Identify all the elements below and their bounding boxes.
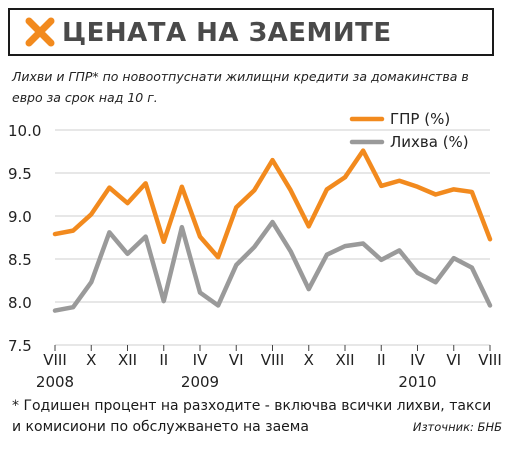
source-note: Източник: БНБ [412,420,502,434]
chart-title: ЦЕНАТА НА ЗАЕМИТЕ [62,18,392,48]
y-tick-label: 8.0 [8,294,32,312]
x-tick-label: XII [118,351,137,369]
y-tick-label: 9.0 [8,208,32,226]
x-tick-label: VIII [478,351,502,369]
year-label: 2008 [36,373,74,391]
y-tick-label: 8.5 [8,251,32,269]
title-box: ЦЕНАТА НА ЗАЕМИТЕ [8,8,494,56]
x-tick-label: II [377,351,386,369]
x-tick-label: IV [193,351,208,369]
y-tick-label: 10.0 [8,122,41,140]
x-tick-label: II [159,351,168,369]
year-label: 2010 [398,373,436,391]
x-tick-label: IV [410,351,425,369]
x-tick-label: VIII [261,351,285,369]
year-label: 2009 [181,373,219,391]
x-tick-label: X [304,351,314,369]
x-tick-label: VI [229,351,244,369]
x-tick-label: VIII [43,351,67,369]
close-x-icon [25,17,55,47]
legend-label: Лихва (%) [390,133,469,151]
y-tick-label: 7.5 [8,337,32,355]
legend-label: ГПР (%) [390,110,450,128]
x-tick-label: X [86,351,96,369]
footnote: * Годишен процент на разходите - включва… [12,398,492,435]
x-tick-label: VI [446,351,461,369]
series-line-gpr [52,148,493,260]
y-tick-label: 9.5 [8,165,32,183]
series-line-rate [52,219,493,313]
chart-subtitle: Лихви и ГПР* по новоотпуснати жилищни кр… [12,69,469,105]
x-tick-label: XII [335,351,354,369]
